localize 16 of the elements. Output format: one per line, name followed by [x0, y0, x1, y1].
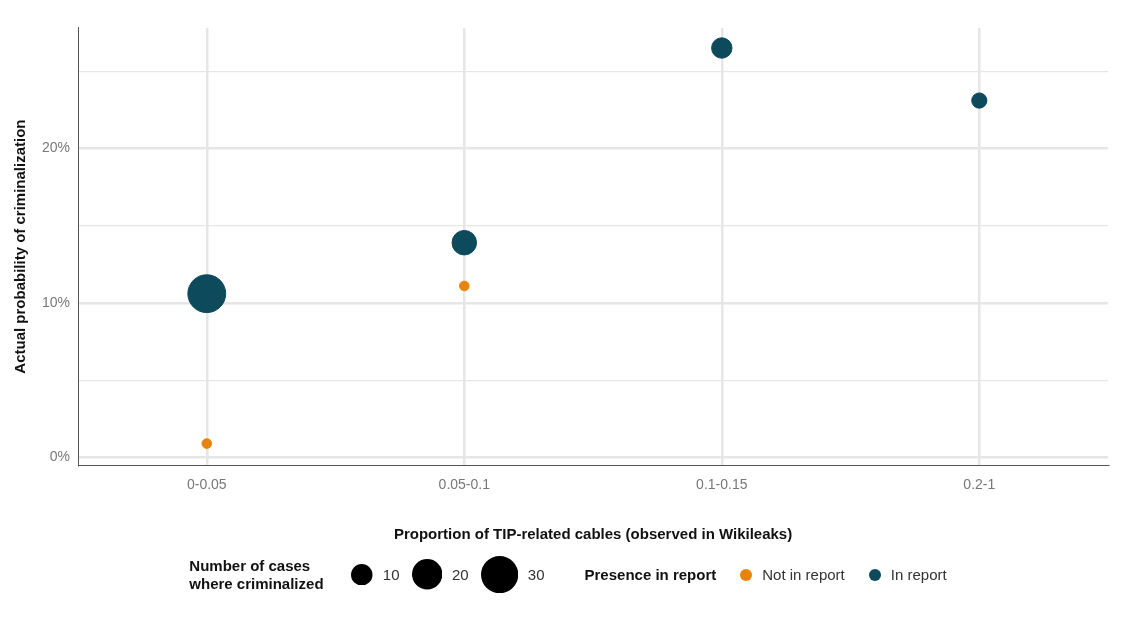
- y-tick-label: 10%: [41, 293, 71, 310]
- y-tick-label: 0%: [49, 448, 71, 465]
- legend-label: In report: [890, 566, 947, 584]
- y-tick-label: 20%: [41, 139, 71, 156]
- x-axis-title: Proportion of TIP-related cables (observed in Wikileaks): [393, 525, 793, 543]
- legend-title: Presence in report: [584, 566, 717, 584]
- text: Number of cases where criminalized: [189, 556, 325, 593]
- x-tick-label: 0.2-1: [963, 476, 996, 493]
- legend-label: Not in report: [762, 566, 845, 584]
- y-axis-title: Actual probability of criminalization: [11, 119, 29, 374]
- legend-label: 30: [527, 566, 545, 584]
- x-tick-label: 0-0.05: [186, 476, 227, 493]
- x-tick-label: 0.1-0.15: [696, 476, 748, 493]
- legend-label: 20: [451, 566, 469, 584]
- legend-label: 10: [382, 566, 400, 584]
- x-tick-label: 0.05-0.1: [438, 476, 491, 493]
